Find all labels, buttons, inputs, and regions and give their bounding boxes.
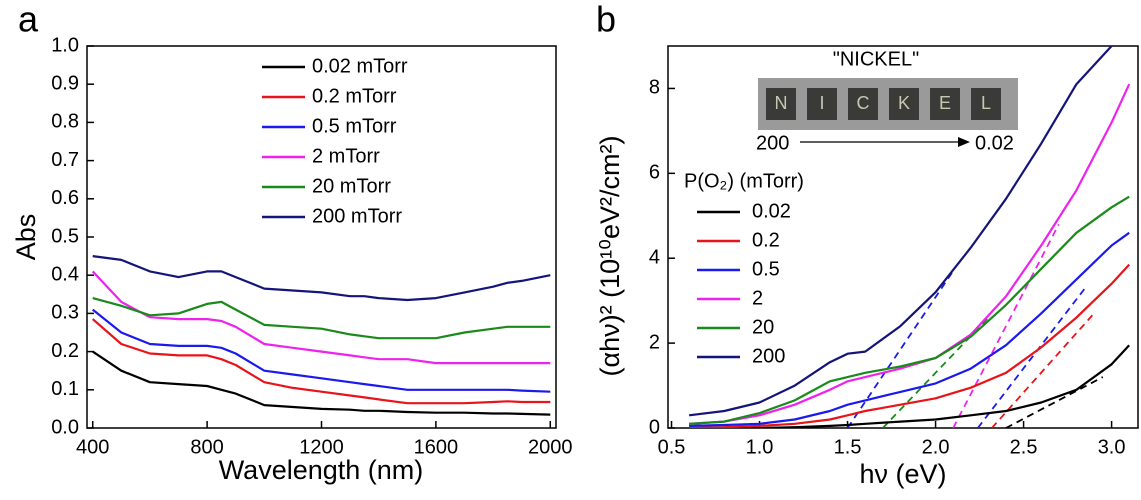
y-tick-label: 0.6 (51, 187, 79, 209)
plot-lines (688, 46, 1131, 428)
inset-letter: K (898, 93, 910, 113)
inset-square (971, 88, 1001, 120)
inset-letter: C (857, 93, 870, 113)
inset-square (930, 88, 960, 120)
inset-letter: N (775, 93, 788, 113)
legend-label: 0.2 mTorr (312, 85, 397, 107)
y-tick-label: 0 (649, 416, 660, 438)
legend-title: P(O₂) (mTorr) (684, 170, 804, 192)
legend-label: 2 (752, 287, 763, 309)
x-tick-label: 0.5 (658, 436, 686, 458)
inset-square (766, 88, 796, 120)
tangent-line (846, 270, 954, 428)
legend-label: 2 mTorr (312, 145, 380, 167)
series-line (689, 263, 1131, 428)
inset-letter: I (819, 93, 824, 113)
x-tick-label: 1.0 (746, 436, 774, 458)
x-tick-label: 2000 (528, 436, 573, 458)
legend-label: 0.5 mTorr (312, 115, 397, 137)
series-line (92, 297, 551, 340)
x-tick-label: 400 (76, 436, 109, 458)
inset-square (889, 88, 919, 120)
y-tick-label: 8 (649, 77, 660, 99)
inset-title: "NICKEL" (833, 48, 919, 70)
x-tick-label: 3.0 (1098, 436, 1126, 458)
y-axis-label: (αhν)² (10¹⁰eV²/cm²) (595, 136, 625, 377)
x-tick-label: 1.5 (834, 436, 862, 458)
tangent-line (882, 317, 990, 428)
y-tick-label: 0.5 (51, 225, 79, 247)
inset-right-label: 0.02 (975, 132, 1014, 154)
legend-label: 0.2 (752, 229, 780, 251)
legend-label: 200 mTorr (312, 205, 402, 227)
inset-letter: E (939, 93, 951, 113)
plot-lines (91, 255, 551, 416)
y-tick-label: 0.4 (51, 263, 79, 285)
y-tick-label: 2 (649, 331, 660, 353)
tangent-line (977, 287, 1086, 428)
legend-label: 20 (752, 316, 774, 338)
y-tick-label: 0.9 (51, 72, 79, 94)
series-line (92, 350, 551, 416)
series-line (689, 195, 1130, 425)
series-line (689, 83, 1131, 425)
tangent-line (952, 223, 1060, 428)
panel-label: b (596, 0, 616, 40)
y-tick-label: 0.7 (51, 149, 79, 171)
y-tick-label: 0.2 (51, 340, 79, 362)
y-tick-label: 4 (649, 247, 660, 269)
legend-label: 200 (752, 345, 785, 367)
x-tick-label: 1600 (414, 436, 459, 458)
legend-label: 0.02 mTorr (312, 55, 408, 77)
y-axis-label: Abs (11, 214, 41, 261)
series-line (91, 270, 551, 365)
x-axis-label: hν (eV) (859, 459, 946, 489)
y-tick-label: 0.3 (51, 302, 79, 324)
y-tick-label: 0.8 (51, 111, 79, 133)
inset-arrowhead (958, 137, 970, 147)
legend-label: 20 mTorr (312, 175, 391, 197)
legend-label: 0.5 (752, 258, 780, 280)
inset-square (848, 88, 878, 120)
y-tick-label: 0.0 (51, 416, 79, 438)
x-tick-label: 2.5 (1010, 436, 1038, 458)
series-line (92, 308, 551, 393)
x-tick-label: 2.0 (922, 436, 950, 458)
series-line (689, 231, 1130, 427)
inset-letter: L (981, 93, 991, 113)
y-tick-label: 0.1 (51, 378, 79, 400)
inset-left-label: 200 (756, 132, 789, 154)
y-tick-label: 6 (649, 162, 660, 184)
series-line (91, 318, 551, 405)
inset-square (807, 88, 837, 120)
tangent-line (991, 312, 1095, 428)
plot-frame (667, 45, 1139, 429)
panel-label: a (18, 0, 39, 40)
x-tick-label: 800 (190, 436, 223, 458)
y-tick-label: 1.0 (51, 34, 79, 56)
tangent-line (1005, 376, 1104, 428)
series-line (689, 344, 1131, 428)
x-axis-label: Wavelength (nm) (219, 455, 424, 485)
series-line (92, 255, 551, 302)
series-line (688, 46, 1113, 417)
legend-label: 0.02 (752, 200, 791, 222)
x-tick-label: 1200 (299, 436, 344, 458)
